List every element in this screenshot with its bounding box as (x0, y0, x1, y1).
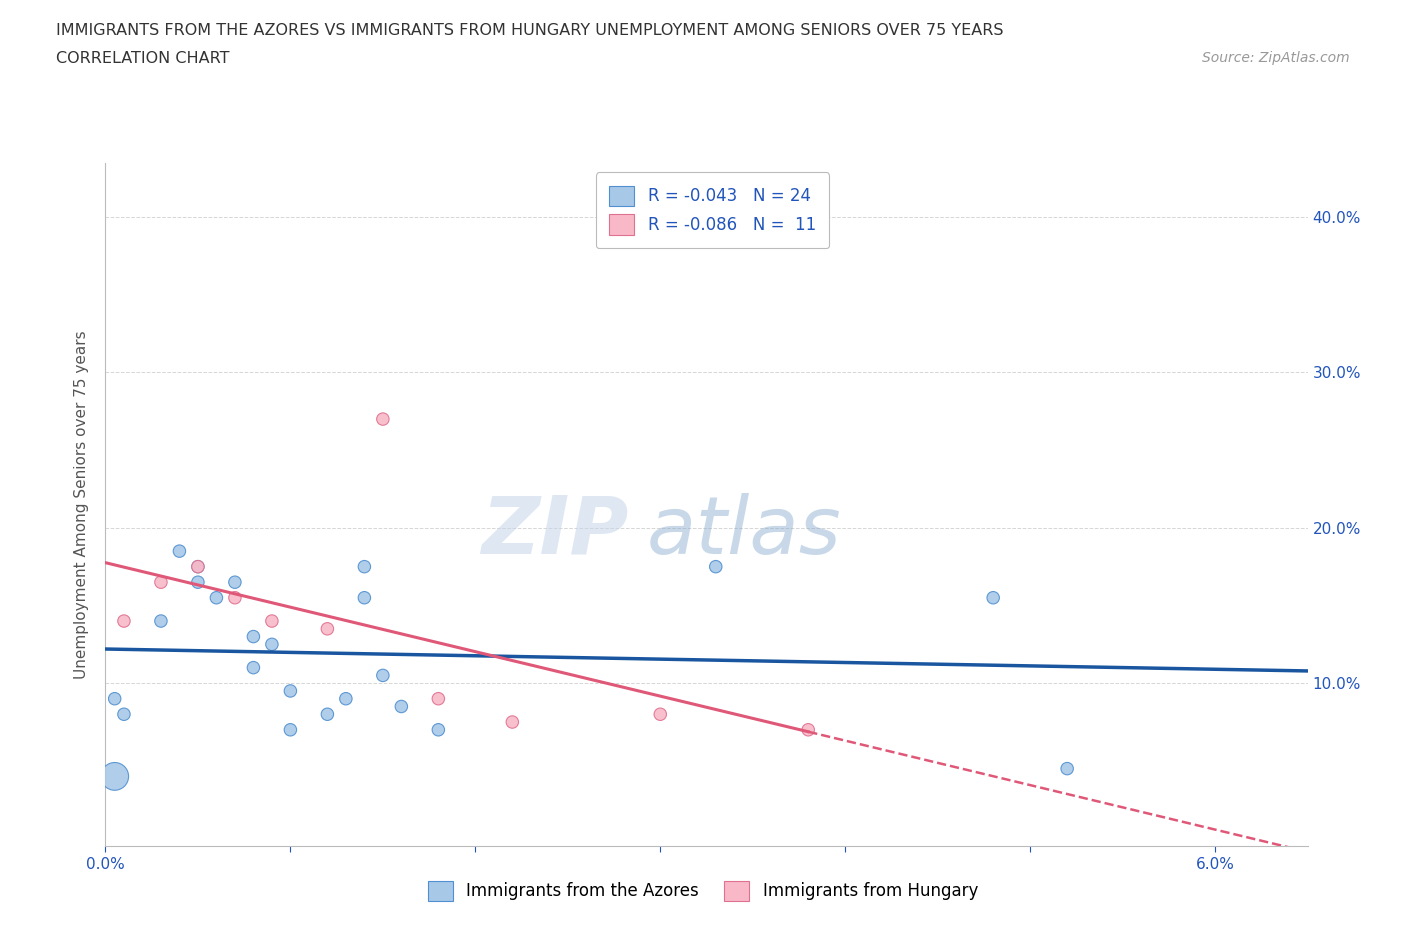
Point (242, 629, 264, 644)
Point (169, 544, 191, 559)
Point (104, 691, 127, 706)
Legend: R = -0.043   N = 24, R = -0.086   N =  11: R = -0.043 N = 24, R = -0.086 N = 11 (596, 172, 830, 248)
Point (316, 707, 339, 722)
Point (335, 691, 357, 706)
Text: IMMIGRANTS FROM THE AZORES VS IMMIGRANTS FROM HUNGARY UNEMPLOYMENT AMONG SENIORS: IMMIGRANTS FROM THE AZORES VS IMMIGRANTS… (56, 23, 1004, 38)
Point (260, 614, 283, 629)
Point (280, 684, 302, 698)
Point (704, 559, 727, 574)
Point (149, 614, 172, 629)
Point (353, 559, 375, 574)
Point (112, 707, 135, 722)
Point (112, 614, 135, 629)
Point (280, 723, 302, 737)
Legend: Immigrants from the Azores, Immigrants from Hungary: Immigrants from the Azores, Immigrants f… (422, 874, 984, 908)
Point (797, 723, 820, 737)
Point (389, 699, 412, 714)
Text: ZIP: ZIP (481, 493, 628, 571)
Point (187, 575, 209, 590)
Point (187, 559, 209, 574)
Point (187, 559, 209, 574)
Point (104, 769, 127, 784)
Text: Source: ZipAtlas.com: Source: ZipAtlas.com (1202, 51, 1350, 65)
Point (981, 591, 1004, 605)
Point (224, 591, 246, 605)
Point (427, 691, 450, 706)
Y-axis label: Unemployment Among Seniors over 75 years: Unemployment Among Seniors over 75 years (75, 330, 90, 679)
Point (353, 591, 375, 605)
Point (650, 707, 672, 722)
Point (1056, 761, 1078, 776)
Text: CORRELATION CHART: CORRELATION CHART (56, 51, 229, 66)
Point (427, 723, 450, 737)
Text: atlas: atlas (647, 493, 841, 571)
Point (205, 591, 228, 605)
Point (501, 714, 523, 729)
Point (371, 668, 394, 683)
Point (242, 660, 264, 675)
Point (316, 621, 339, 636)
Point (224, 575, 246, 590)
Point (149, 575, 172, 590)
Point (260, 637, 283, 652)
Point (371, 412, 394, 427)
